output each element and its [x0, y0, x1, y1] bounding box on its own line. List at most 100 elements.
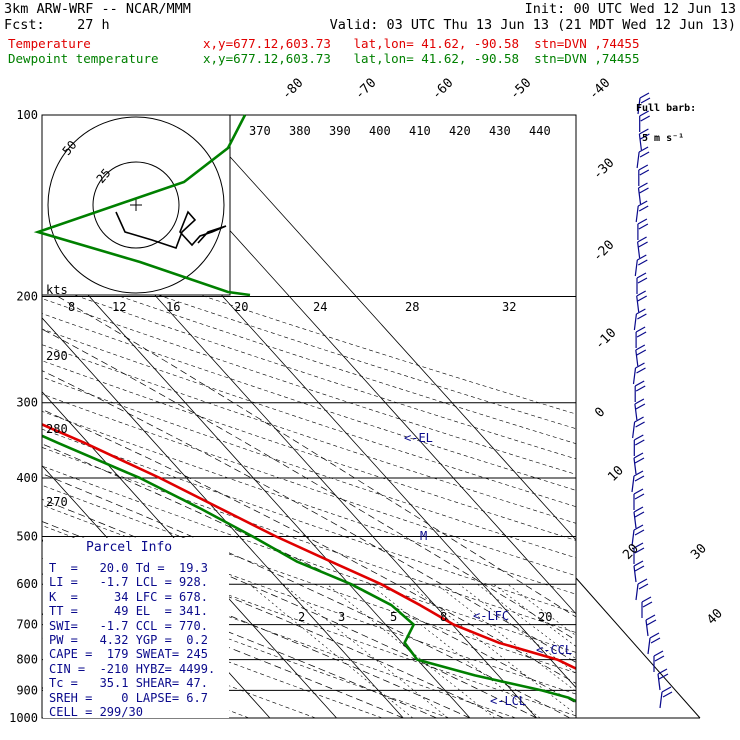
theta-left-label-280: 280 [46, 422, 68, 436]
temperature-legend: Temperature [8, 36, 91, 51]
isotherm-right-label-7: 40 [704, 606, 726, 628]
pressure-label-600: 600 [16, 577, 38, 591]
mixing-ratio-label-lower-20: 20 [538, 610, 552, 624]
mixing-ratio-line-5 [326, 583, 495, 718]
isotherm-0 [42, 243, 471, 718]
isotherm-top-label-2: -60 [429, 76, 456, 103]
wind-barb-flag-b-2 [640, 133, 650, 140]
isotherm-right-label-0: -30 [590, 156, 617, 183]
pressure-label-100: 100 [16, 108, 38, 122]
wind-barb-flag-a-30 [649, 632, 660, 639]
wind-barb-flag-b-23 [634, 511, 645, 518]
ccl-marker: <-CCL [536, 643, 572, 657]
diagram-edge [575, 577, 701, 719]
wind-barb-flag-b-10 [637, 277, 648, 284]
wind-barb-flag-b-31 [654, 655, 665, 662]
parcel-info-row: Tc = 35.1 SHEAR= 47. [49, 676, 208, 691]
wind-barb-staff-2 [638, 133, 642, 151]
init-time: Init: 00 UTC Wed 12 Jun 13 [524, 1, 736, 17]
mixing-ratio-label-upper-20: 20 [234, 300, 248, 314]
wind-barb-flag-a-19 [634, 434, 644, 441]
wind-barb-flag-a-1 [639, 110, 649, 117]
wind-barb-flag-a-2 [639, 128, 649, 135]
mixing-ratio-label-upper-16: 16 [166, 300, 180, 314]
wind-barb-flag-a-20 [633, 452, 644, 459]
parcel-info-row: T = 20.0 Td = 19.3 [49, 561, 208, 575]
wind-barb-flag-a-5 [638, 182, 648, 189]
moist-adiabat-30 [42, 370, 576, 663]
lfc-marker: <-LFC [473, 609, 509, 623]
dry-adiabat-300 [42, 504, 576, 695]
wind-barb-flag-a-21 [633, 470, 644, 477]
wind-barb-legend: Full barb: 5 m s⁻¹ [636, 84, 696, 154]
wind-barb-staff-3 [636, 151, 640, 169]
parcel-info-row: CIN = -210 HYBZ= 4499. [49, 661, 216, 676]
wind-barb-flag-a-28 [641, 596, 652, 603]
wind-barb-flag-b-11 [637, 295, 647, 302]
wind-barb-staff-15 [632, 367, 637, 385]
mixing-ratio-label-lower-3: 3 [338, 610, 345, 624]
isotherm-right-label-2: -10 [592, 326, 619, 353]
wind-barb-flag-a-22 [633, 488, 644, 495]
wind-barb-flag-b-24 [634, 529, 645, 536]
wind-barb-flag-b-0 [640, 97, 651, 104]
dry-adiabat-310 [42, 484, 576, 674]
wind-barb-flag-b-27 [638, 583, 649, 590]
wind-barb-flag-b-14 [636, 349, 647, 356]
wind-barb-flag-b-4 [639, 169, 650, 176]
wind-barb-staff-24 [631, 529, 635, 547]
wind-barb-flag-b-29 [646, 619, 657, 626]
theta-label-370: 370 [249, 124, 271, 138]
el-marker: <-EL [404, 431, 433, 445]
isotherm-right-label-6: 30 [688, 541, 710, 563]
wind-barb-flag-a-18 [634, 416, 644, 423]
theta-label-390: 390 [329, 124, 351, 138]
hodograph-ring-outer [47, 116, 225, 294]
wind-barb-flag-a-25 [633, 542, 644, 549]
wind-barb-flag-b-30 [650, 637, 661, 644]
theta-label-410: 410 [409, 124, 431, 138]
dry-adiabat-400 [42, 328, 576, 507]
parcel-info-row: SWI= -1.7 CCL = 770. [49, 618, 208, 633]
wind-barb-flag-b-19 [635, 439, 645, 446]
isotherm-right-label-1: -20 [590, 238, 617, 265]
wind-barb-flag-b-20 [634, 457, 645, 464]
dry-adiabat-410 [42, 313, 576, 491]
isotherm-top-label-4: -40 [586, 76, 613, 103]
wind-barb-staff-6 [635, 205, 639, 223]
dry-adiabat-420 [42, 298, 576, 475]
wind-barb-staff-21 [631, 475, 635, 493]
wind-barb-staff-8 [637, 241, 641, 259]
wind-barb-flag-b-26 [634, 565, 645, 572]
wind-barb-flag-b-6 [638, 205, 649, 212]
wind-barb-flag-a-27 [637, 578, 648, 585]
wind-barb-flag-a-12 [636, 308, 646, 315]
hodograph-ring-inner [92, 161, 180, 249]
wind-barb-flag-b-8 [638, 241, 648, 248]
wind-barb-staff-14 [635, 349, 639, 367]
series-line-0 [42, 423, 576, 670]
wind-barb-flag-b-22 [634, 493, 645, 500]
theta-label-420: 420 [449, 124, 471, 138]
pressure-label-500: 500 [16, 529, 38, 543]
isotherm-top-label-0: -80 [279, 76, 306, 103]
wind-barb-flag-b-28 [642, 601, 653, 608]
wind-barb-flag-a-8 [637, 236, 647, 243]
wind-barb-flag-a-0 [639, 92, 650, 99]
dry-adiabat-440 [42, 269, 576, 444]
wind-barb-flag-a-15 [635, 362, 645, 369]
wind-barb-staff-32 [657, 673, 661, 691]
mixing-ratio-label-lower-2: 2 [298, 610, 305, 624]
wind-barb-flag-a-29 [645, 614, 656, 621]
dry-adiabat-460 [42, 241, 576, 415]
mixing-ratio-label-upper-32: 32 [502, 300, 516, 314]
wind-barb-staff-18 [632, 421, 636, 439]
wind-barb-flag-b-25 [634, 547, 645, 554]
valid-time: Valid: 03 UTC Thu 13 Jun 13 (21 MDT Wed … [329, 17, 736, 33]
dewpoint-legend: Dewpoint temperature [8, 51, 159, 66]
theta-left-label-270: 270 [46, 495, 68, 509]
wind-barb-flag-a-14 [635, 344, 646, 351]
wind-barb-flag-a-16 [634, 380, 645, 387]
dry-adiabat-270 [42, 567, 450, 718]
wind-barb-flag-a-9 [637, 254, 647, 261]
